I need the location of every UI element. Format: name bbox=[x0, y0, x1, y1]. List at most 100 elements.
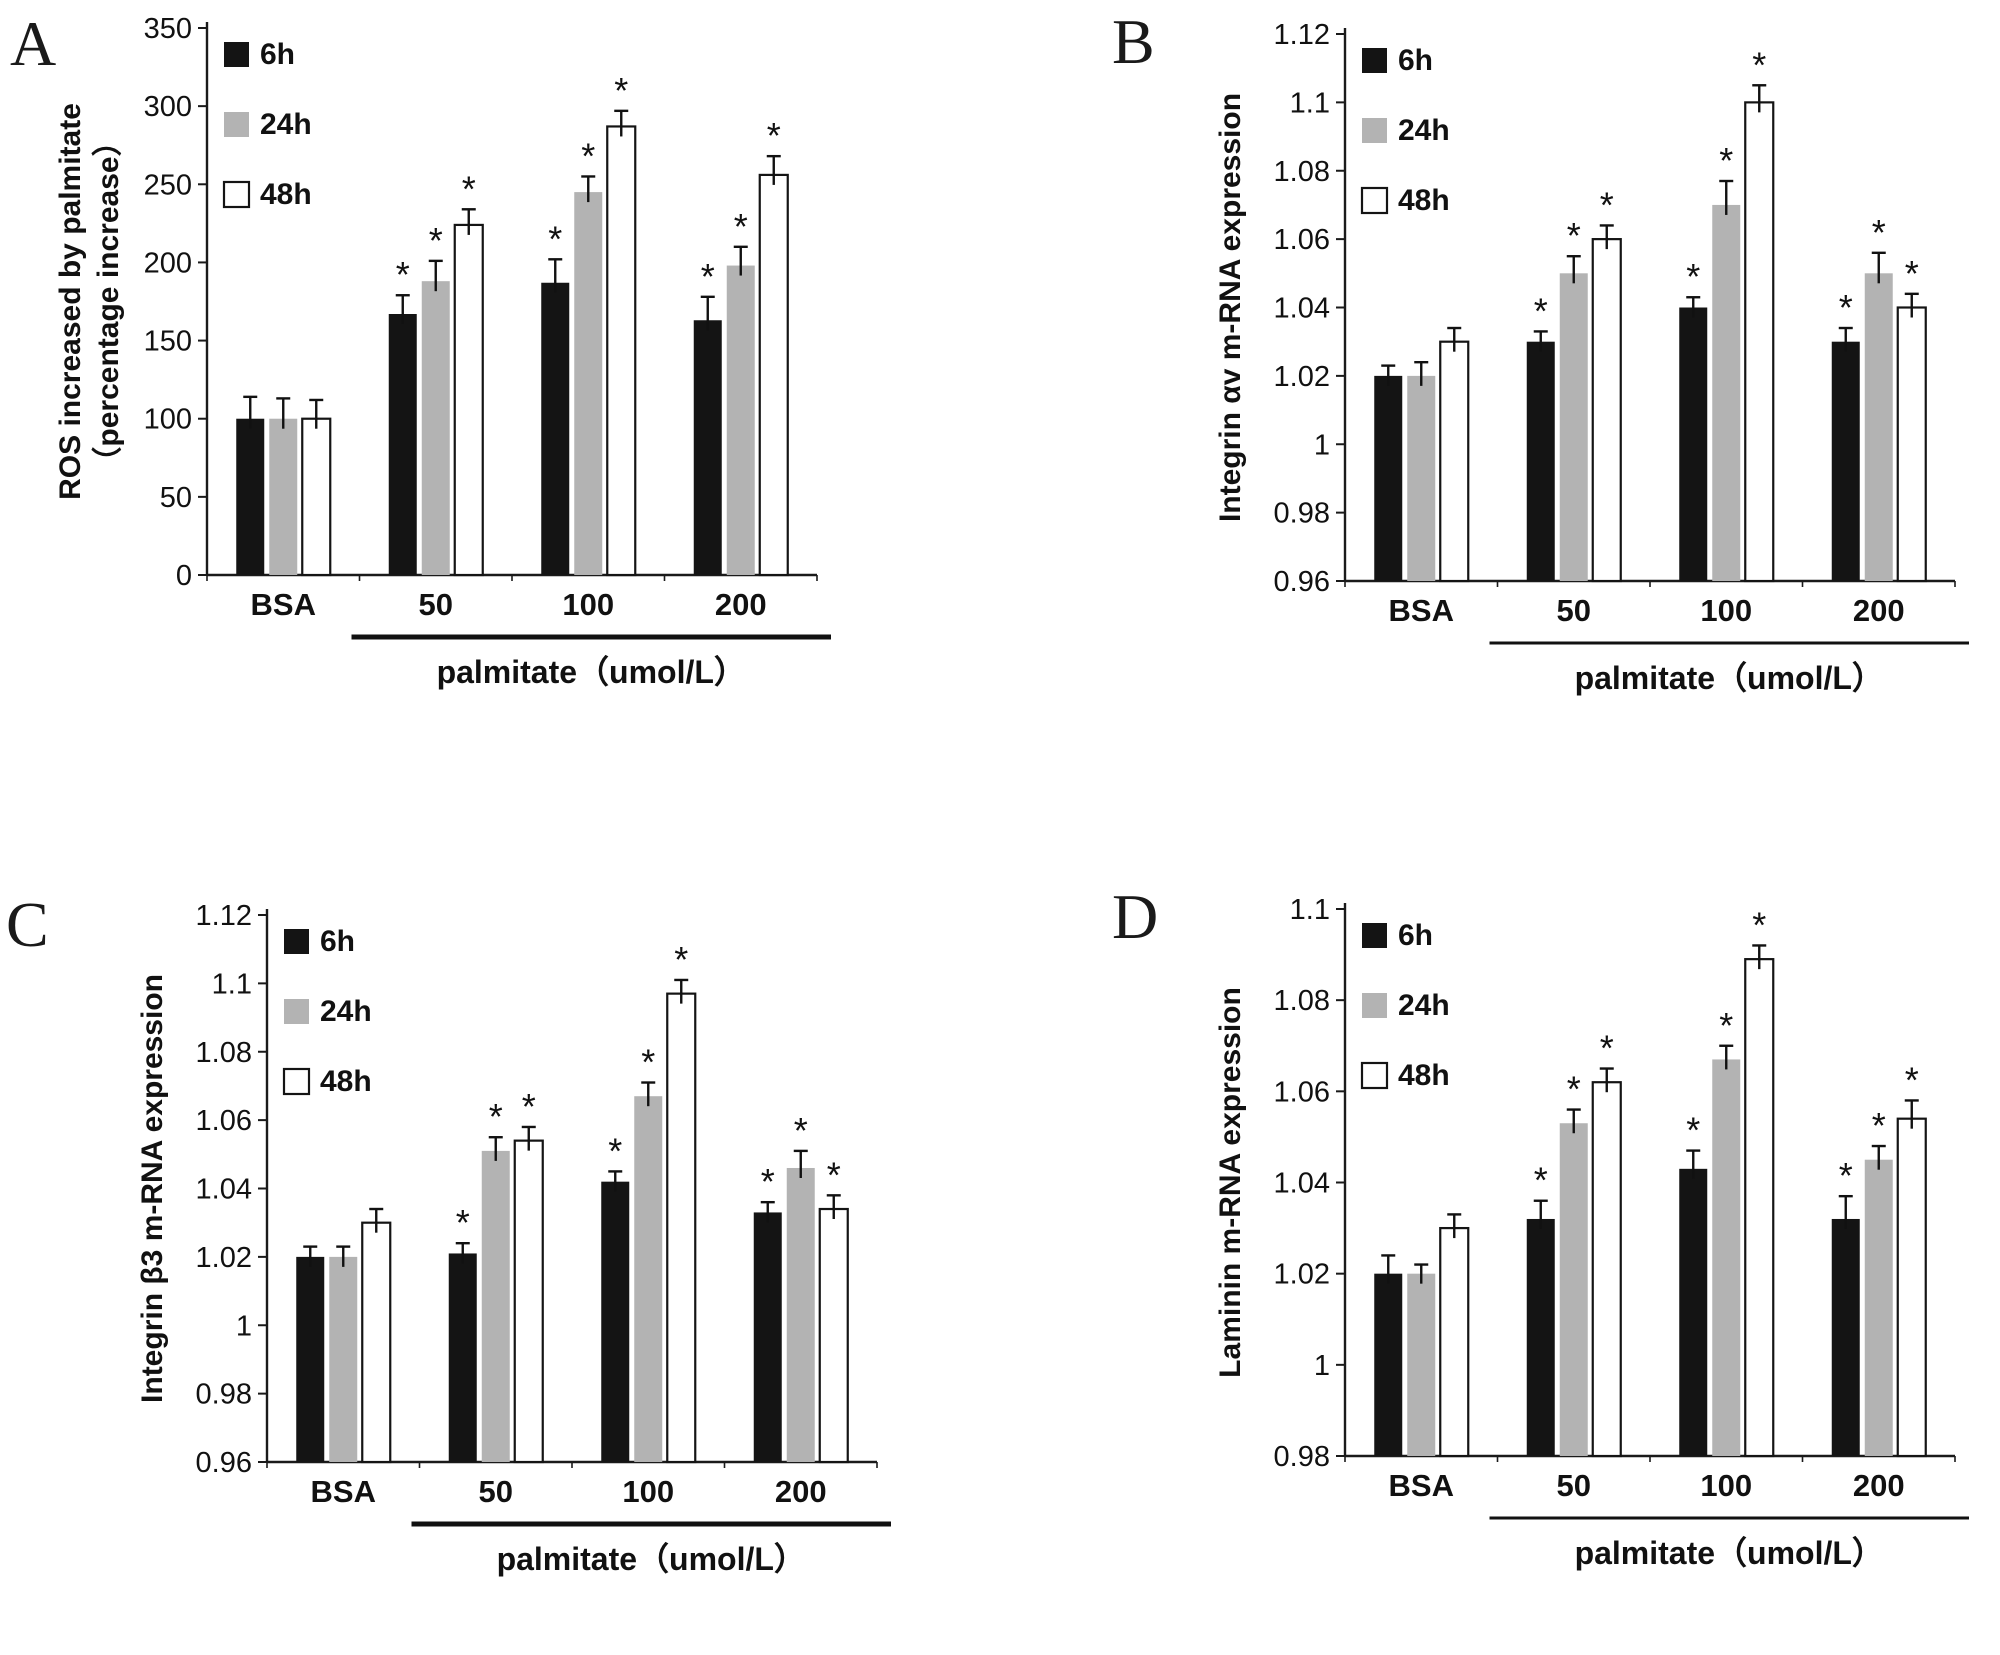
y-tick-label: 300 bbox=[144, 91, 192, 123]
significance-asterisk: * bbox=[462, 168, 476, 209]
significance-asterisk: * bbox=[767, 115, 781, 156]
x-category-label: 50 bbox=[1557, 593, 1591, 628]
bar-C-50-24h bbox=[481, 1150, 510, 1462]
significance-asterisk: * bbox=[1567, 215, 1581, 256]
y-tick-label: 1.04 bbox=[1274, 293, 1330, 325]
significance-asterisk: * bbox=[1872, 212, 1886, 253]
panel-a-bar-chart: 0 50 100 150 200 250 300 350 ROS increased by pa… bbox=[52, 0, 832, 765]
significance-asterisk: * bbox=[1905, 253, 1919, 294]
y-tick-label: 1.12 bbox=[196, 900, 252, 932]
bar-D-200-6h bbox=[1831, 1218, 1860, 1456]
legend-swatch-6h bbox=[284, 929, 309, 954]
y-tick-label: 1.06 bbox=[1274, 224, 1330, 256]
y-tick-label: 350 bbox=[144, 13, 192, 45]
bar-A-50-48h bbox=[453, 223, 484, 577]
y-tick-label: 1.1 bbox=[1290, 87, 1330, 119]
legend-label-6h: 6h bbox=[1398, 919, 1433, 952]
bar-D-100-48h bbox=[1744, 958, 1775, 1458]
significance-asterisk: * bbox=[429, 220, 443, 261]
legend-swatch-48h bbox=[282, 1067, 311, 1096]
x-category-label: 100 bbox=[622, 1474, 674, 1509]
significance-asterisk: * bbox=[734, 206, 748, 247]
legend-swatch-24h bbox=[224, 112, 249, 137]
x-category-label: 200 bbox=[1853, 1468, 1905, 1503]
legend-label-6h: 6h bbox=[1398, 44, 1433, 77]
x-category-label: 100 bbox=[1700, 593, 1752, 628]
x-category-label: 50 bbox=[1557, 1468, 1591, 1503]
bar-B-100-48h bbox=[1744, 101, 1775, 583]
panel-b: B 0.96 0.98 1 1.02 1.04 1.06 1.08 1.1 1.12 Integr… bbox=[1000, 0, 2000, 800]
significance-asterisk: * bbox=[1600, 1028, 1614, 1069]
y-axis-title: Laminin m-RNA expression bbox=[1214, 987, 1247, 1378]
y-tick-label: 1.08 bbox=[196, 1037, 252, 1069]
legend-label-48h: 48h bbox=[1398, 184, 1450, 217]
legend-label-48h: 48h bbox=[1398, 1059, 1450, 1092]
y-tick-label: 1.08 bbox=[1274, 156, 1330, 188]
legend-swatch-48h bbox=[222, 180, 251, 209]
panel-b-letter: B bbox=[1112, 6, 1155, 77]
significance-asterisk: * bbox=[1719, 140, 1733, 181]
bar-D-100-6h bbox=[1679, 1168, 1708, 1456]
panel-b-bar-chart: 0.96 0.98 1 1.02 1.04 1.06 1.08 1.1 1.12 Integrin… bbox=[1190, 6, 1970, 771]
bar-A-200-24h bbox=[726, 265, 755, 575]
y-tick-label: 150 bbox=[144, 326, 192, 358]
legend-label-24h: 24h bbox=[260, 108, 312, 141]
bar-A-100-24h bbox=[574, 192, 603, 575]
bar-C-BSA-6h bbox=[296, 1256, 325, 1462]
significance-asterisk: * bbox=[1534, 290, 1548, 331]
significance-asterisk: * bbox=[1752, 44, 1766, 85]
panel-d: D 0.98 1 1.02 1.04 1.06 1.08 1.1 Laminin m-RNA … bbox=[1000, 845, 2000, 1655]
x-category-label: BSA bbox=[1389, 593, 1454, 628]
y-tick-label: 0.98 bbox=[1274, 498, 1330, 530]
bar-C-BSA-24h bbox=[329, 1256, 358, 1462]
significance-asterisk: * bbox=[1534, 1160, 1548, 1201]
bar-D-50-48h bbox=[1591, 1081, 1622, 1458]
panel-c-letter: C bbox=[6, 889, 49, 960]
bar-B-50-48h bbox=[1591, 238, 1622, 583]
bar-B-100-6h bbox=[1679, 307, 1708, 581]
bar-A-BSA-24h bbox=[269, 418, 298, 575]
significance-asterisk: * bbox=[827, 1154, 841, 1195]
bar-C-200-24h bbox=[786, 1167, 815, 1462]
bar-D-200-24h bbox=[1864, 1159, 1893, 1456]
y-axis-title: （percentage increase） bbox=[91, 126, 125, 476]
x-category-label: 200 bbox=[715, 587, 767, 622]
bar-C-100-6h bbox=[601, 1181, 630, 1462]
bar-D-100-24h bbox=[1712, 1059, 1741, 1456]
significance-asterisk: * bbox=[456, 1202, 470, 1243]
bar-A-200-6h bbox=[693, 320, 722, 575]
x-category-label: 50 bbox=[479, 1474, 513, 1509]
bar-A-50-6h bbox=[388, 314, 417, 575]
bar-A-200-48h bbox=[758, 173, 789, 577]
bar-C-100-48h bbox=[666, 992, 697, 1464]
bar-B-BSA-24h bbox=[1407, 375, 1436, 581]
legend-label-24h: 24h bbox=[1398, 989, 1450, 1022]
x-category-label: BSA bbox=[311, 1474, 376, 1509]
y-tick-label: 1.08 bbox=[1274, 985, 1330, 1017]
y-tick-label: 1.04 bbox=[196, 1174, 252, 1206]
significance-asterisk: * bbox=[581, 135, 595, 176]
legend-label-24h: 24h bbox=[1398, 114, 1450, 147]
y-tick-label: 1.1 bbox=[1290, 894, 1330, 926]
y-tick-label: 1.06 bbox=[196, 1105, 252, 1137]
y-axis-title: ROS increased by palmitate bbox=[54, 103, 87, 500]
bar-C-200-6h bbox=[753, 1212, 782, 1462]
significance-asterisk: * bbox=[548, 218, 562, 259]
bar-B-200-6h bbox=[1831, 341, 1860, 581]
panel-a-letter: A bbox=[10, 8, 57, 79]
bar-A-BSA-48h bbox=[301, 417, 332, 577]
bar-C-50-6h bbox=[448, 1253, 477, 1462]
y-tick-label: 100 bbox=[144, 404, 192, 436]
panel-a: A 0 50 100 150 200 250 300 350 ROS increased by … bbox=[0, 0, 1000, 800]
significance-asterisk: * bbox=[1839, 1155, 1853, 1196]
bar-C-200-48h bbox=[818, 1207, 849, 1464]
bar-C-BSA-48h bbox=[361, 1221, 392, 1464]
chart-svg-B: 0.96 0.98 1 1.02 1.04 1.06 1.08 1.1 1.12 Integrin… bbox=[1214, 19, 1969, 696]
bar-D-50-24h bbox=[1559, 1123, 1588, 1456]
y-tick-label: 0.96 bbox=[196, 1447, 252, 1479]
bar-B-BSA-6h bbox=[1374, 375, 1403, 581]
bar-B-200-48h bbox=[1896, 306, 1927, 583]
legend-swatch-6h bbox=[1362, 923, 1387, 948]
significance-asterisk: * bbox=[794, 1110, 808, 1151]
bar-D-50-6h bbox=[1526, 1218, 1555, 1456]
